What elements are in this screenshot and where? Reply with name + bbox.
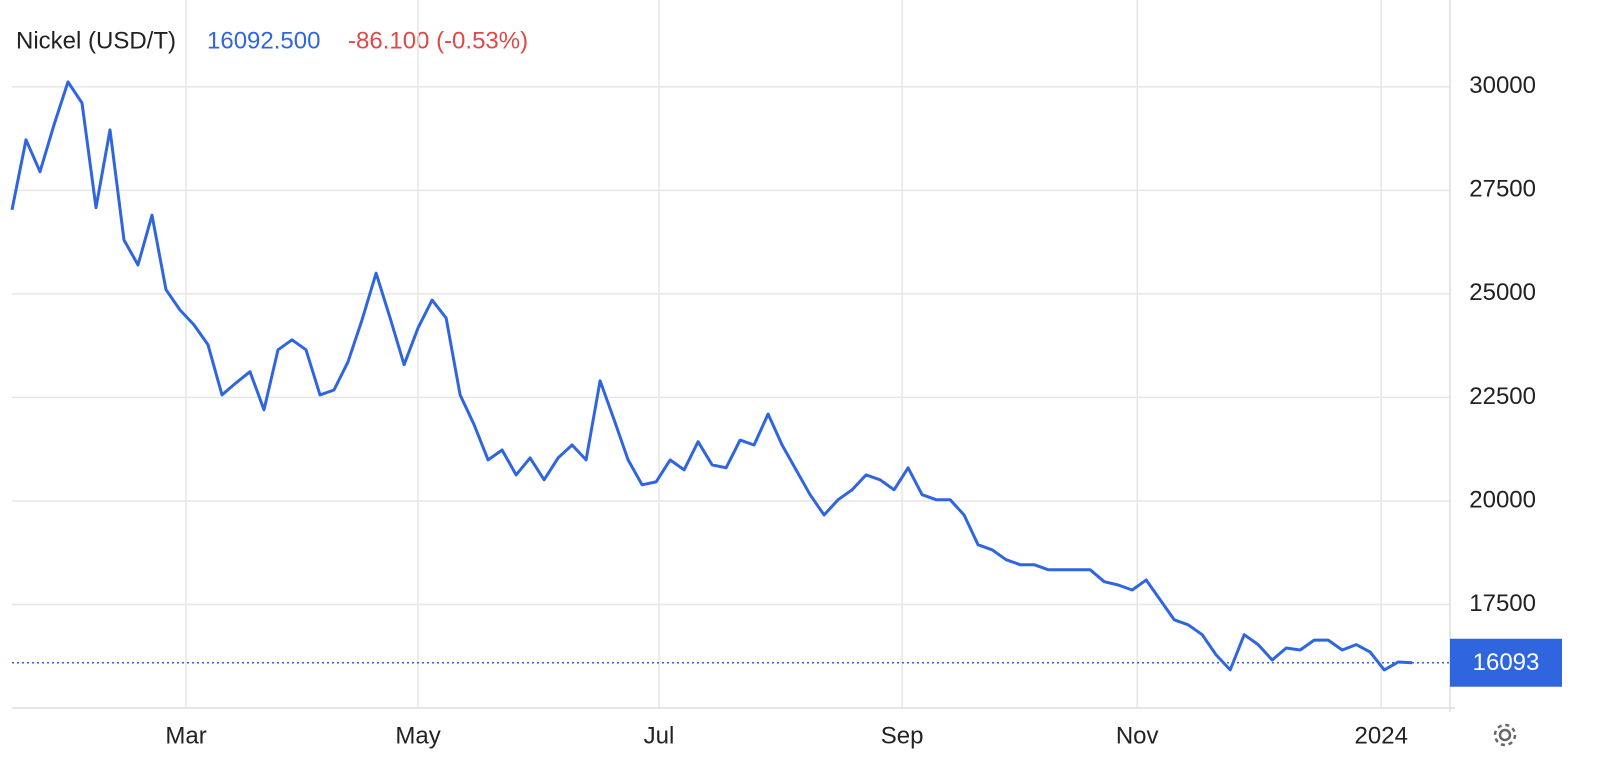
- price-change: -86.100 (-0.53%): [348, 27, 528, 54]
- instrument-name: Nickel (USD/T): [16, 27, 176, 54]
- x-tick-label: Jul: [644, 722, 675, 749]
- price: 16092.500: [207, 27, 320, 54]
- x-tick-label: Nov: [1116, 722, 1159, 749]
- y-tick-label: 30000: [1469, 72, 1536, 99]
- y-tick-label: 25000: [1469, 279, 1536, 306]
- y-tick-label: 22500: [1469, 383, 1536, 410]
- x-tick-label: May: [395, 722, 440, 749]
- x-tick-label: 2024: [1355, 722, 1408, 749]
- last-price-badge: [1450, 638, 1562, 687]
- price-line: [10, 80, 1413, 672]
- y-tick-label: 27500: [1469, 176, 1536, 203]
- x-tick-label: Sep: [881, 722, 924, 749]
- last-price-label: 16093: [1473, 649, 1540, 676]
- x-tick-label: Mar: [165, 722, 206, 749]
- settings-icon[interactable]: [1493, 723, 1517, 747]
- y-tick-label: 17500: [1469, 590, 1536, 617]
- y-tick-label: 20000: [1469, 486, 1536, 513]
